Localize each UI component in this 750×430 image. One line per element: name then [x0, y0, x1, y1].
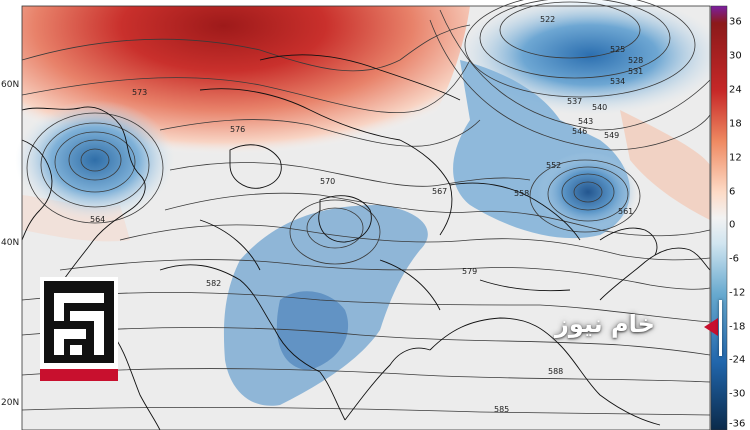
- contour-label-546: 546: [572, 127, 587, 136]
- colorbar-tick: -30: [729, 388, 746, 400]
- colorbar-tick: -12: [729, 287, 746, 299]
- warm-anomaly-east: [620, 110, 710, 220]
- contour-label-534: 534: [610, 77, 625, 86]
- contour-label-561: 561: [618, 207, 633, 216]
- contour-label-552: 552: [546, 161, 561, 170]
- contour-label-525: 525: [610, 45, 625, 54]
- colorbar-tick: 6: [729, 186, 736, 198]
- height-contours: [21, 0, 711, 416]
- colorbar-tick: -6: [729, 253, 739, 265]
- contour-label-540: 540: [592, 103, 607, 112]
- contour-label-528: 528: [628, 56, 643, 65]
- colorbar-tick: 12: [729, 152, 742, 164]
- contour-label-group: 522 525 528 531 534 537 540 543 546 549 …: [90, 15, 643, 414]
- map-border: [21, 5, 711, 430]
- contour-label-588: 588: [548, 367, 563, 376]
- contour-label-537: 537: [567, 97, 582, 106]
- brand-name: خام نيوز: [555, 310, 655, 338]
- contour-label-576: 576: [230, 125, 245, 134]
- colorbar-tick: -18: [729, 321, 746, 333]
- colorbar-tick: -36: [729, 418, 746, 430]
- contour-label-522: 522: [540, 15, 555, 24]
- contour-label-570: 570: [320, 177, 335, 186]
- contour-label-582: 582: [206, 279, 221, 288]
- contour-label-564: 564: [90, 215, 105, 224]
- contour-label-573: 573: [132, 88, 147, 97]
- lat-label-20n: 20N: [0, 398, 21, 408]
- brand-divider: [719, 300, 722, 356]
- colorbar-tick: 24: [729, 84, 742, 96]
- cold-low-east: [538, 152, 638, 232]
- contour-label-531: 531: [628, 67, 643, 76]
- colorbar: [710, 5, 728, 430]
- lat-label-40n: 40N: [0, 238, 21, 248]
- contour-label-579: 579: [462, 267, 477, 276]
- colorbar-tick: 30: [729, 50, 742, 62]
- cold-anomaly-west: [15, 100, 175, 220]
- contour-label-558: 558: [514, 189, 529, 198]
- colorbar-tick: 36: [729, 16, 742, 28]
- coastlines: [21, 54, 711, 430]
- contour-label-585: 585: [494, 405, 509, 414]
- lat-label-60n: 60N: [0, 80, 21, 90]
- contour-label-549: 549: [604, 131, 619, 140]
- contour-label-543: 543: [578, 117, 593, 126]
- brand-logo: [40, 277, 118, 381]
- brand-marker-icon: [704, 318, 718, 336]
- colorbar-tick: 18: [729, 118, 742, 130]
- colorbar-tick: 0: [729, 219, 736, 231]
- cold-trough-core: [276, 291, 349, 370]
- colorbar-tick: -24: [729, 354, 746, 366]
- contour-label-567: 567: [432, 187, 447, 196]
